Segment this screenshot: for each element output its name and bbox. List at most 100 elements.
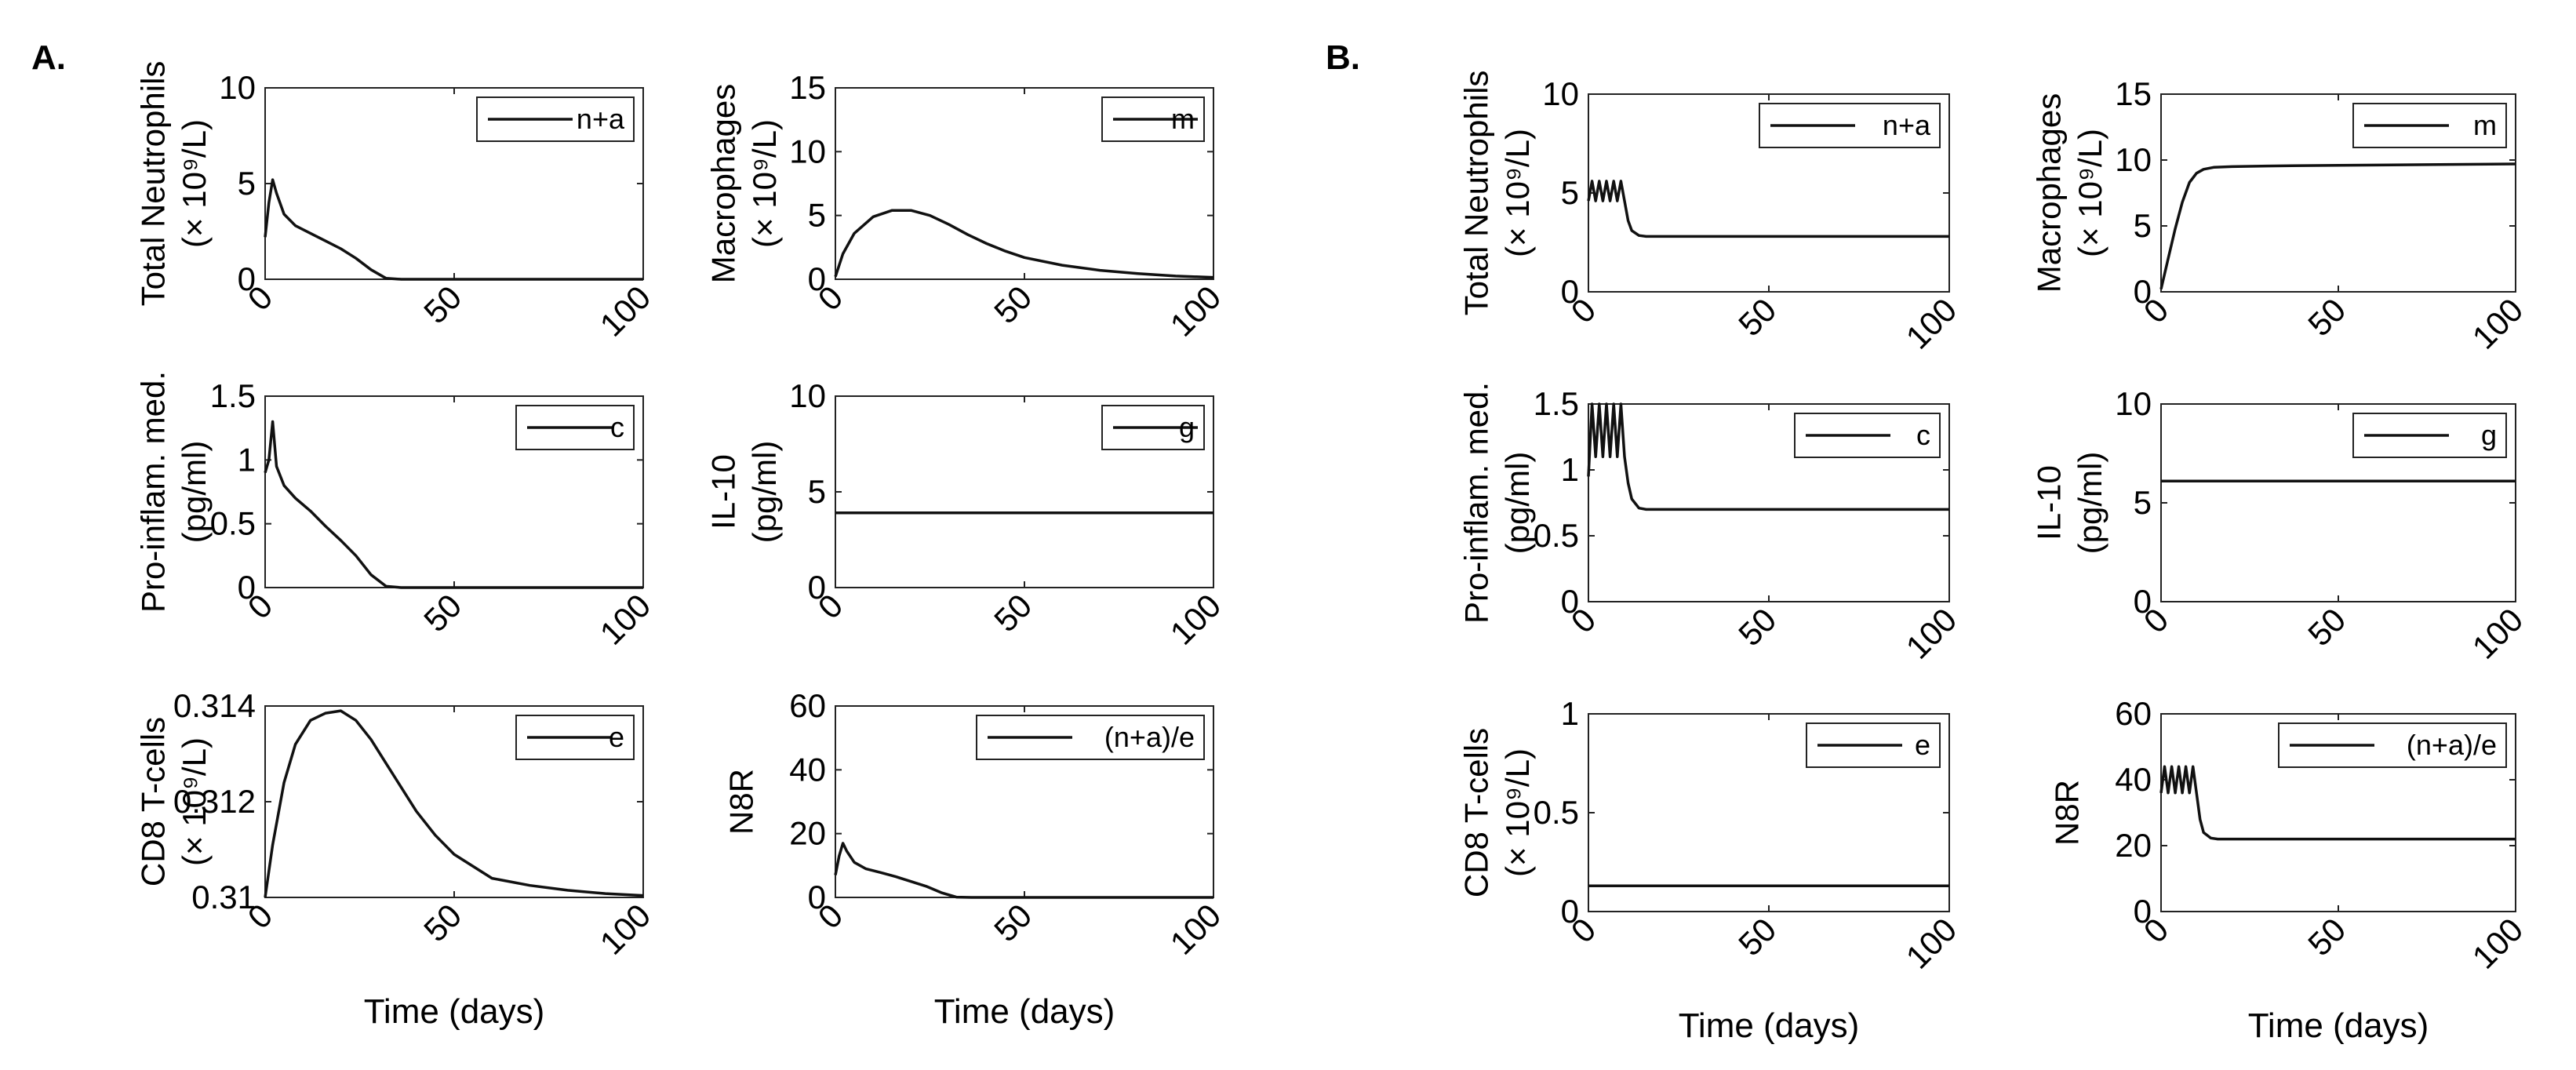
legend-label: n+a <box>577 103 625 135</box>
y-tick-label: 0 <box>808 879 826 915</box>
y-axis-label: Macrophages (× 10⁹/L) <box>705 84 784 283</box>
y-tick-label: 10 <box>2115 141 2152 178</box>
y-axis-label-units: (× 10⁹/L) <box>1499 748 1536 877</box>
y-tick-label: 0 <box>2134 273 2152 310</box>
y-axis-label-name: N8R <box>723 769 760 835</box>
x-tick-label: 50 <box>2301 601 2352 653</box>
x-tick-label: 50 <box>2301 911 2352 963</box>
y-tick-label: 5 <box>808 473 826 510</box>
legend-label: (n+a)/e <box>2407 729 2497 761</box>
y-axis-label-units: (pg/ml) <box>746 441 783 544</box>
y-tick-label: 0 <box>238 569 256 606</box>
y-tick-label: 20 <box>2115 827 2152 864</box>
x-axis-label: Time (days) <box>934 992 1115 1031</box>
y-axis-label-name: Total Neutrophils <box>135 61 172 307</box>
y-axis-label-name: CD8 T-cells <box>1458 728 1495 897</box>
x-tick-label: 100 <box>1899 291 1964 356</box>
y-tick-label: 5 <box>808 197 826 234</box>
legend: n+a <box>1759 103 1941 148</box>
series-line <box>1587 402 1949 511</box>
y-tick-label: 1.5 <box>210 377 256 414</box>
x-tick-label: 100 <box>593 587 658 652</box>
y-tick-label: 0 <box>1561 583 1579 620</box>
y-axis-label-units: (× 10⁹/L) <box>176 737 213 866</box>
x-tick-label: 100 <box>1163 278 1228 344</box>
y-tick-label: 60 <box>2115 695 2152 732</box>
y-axis-label-units: (× 10⁹/L) <box>2072 129 2108 257</box>
legend-label: e <box>609 721 624 753</box>
y-tick-label: 10 <box>1542 75 1579 112</box>
x-tick-label: 100 <box>2465 601 2531 666</box>
panel-label-b: B. <box>1326 38 1360 77</box>
series-line <box>264 420 643 589</box>
series-line <box>2159 765 2516 841</box>
y-axis-label-units: (pg/ml) <box>2072 452 2108 555</box>
y-tick-label: 0.31 <box>191 879 256 915</box>
x-tick-label: 50 <box>1731 291 1783 343</box>
series-line <box>264 709 644 898</box>
x-tick-label: 100 <box>1163 897 1228 962</box>
y-tick-label: 0.312 <box>173 783 256 820</box>
y-tick-label: 0.314 <box>173 687 256 724</box>
y-axis-label: IL-10 (pg/ml) <box>705 441 784 544</box>
x-tick-label: 100 <box>1899 601 1964 666</box>
legend: m <box>2352 103 2507 148</box>
x-tick-label: 100 <box>2465 911 2531 976</box>
legend: (n+a)/e <box>976 715 1205 760</box>
legend-label: m <box>2473 109 2497 141</box>
x-axis-label: Time (days) <box>1679 1006 1860 1045</box>
y-axis-label-name: N8R <box>2049 780 2086 846</box>
y-tick-label: 60 <box>789 687 826 724</box>
y-tick-label: 0 <box>2134 583 2152 620</box>
y-axis-label-units: (× 10⁹/L) <box>746 119 783 248</box>
y-axis-label-name: IL-10 <box>2031 465 2068 540</box>
panel-label-a: A. <box>31 38 66 77</box>
y-tick-label: 1 <box>1561 451 1579 488</box>
y-axis-label-units: (pg/ml) <box>1499 452 1536 555</box>
legend-label: e <box>1915 729 1930 761</box>
y-tick-label: 40 <box>2115 761 2152 798</box>
y-tick-label: 5 <box>238 165 256 202</box>
legend: e <box>1806 722 1941 768</box>
series-line <box>2159 162 2516 289</box>
x-tick-label: 100 <box>593 278 658 344</box>
y-axis-label-name: Macrophages <box>705 84 742 283</box>
y-tick-label: 10 <box>219 69 256 106</box>
legend-label: (n+a)/e <box>1104 721 1195 753</box>
legend: (n+a)/e <box>2278 722 2507 768</box>
y-axis-label-units: (× 10⁹/L) <box>1499 129 1536 257</box>
y-tick-label: 10 <box>789 377 826 414</box>
y-tick-label: 0 <box>2134 893 2152 930</box>
y-axis-label-name: Pro-inflam. med. <box>135 371 172 613</box>
y-axis-label-name: CD8 T-cells <box>135 717 172 886</box>
y-tick-label: 0 <box>808 260 826 297</box>
legend: g <box>2352 413 2507 458</box>
y-tick-label: 15 <box>2115 75 2152 112</box>
y-axis-label: CD8 T-cells (× 10⁹/L) <box>135 717 213 886</box>
y-axis-label: N8R <box>723 769 760 835</box>
x-tick-label: 50 <box>1731 601 1783 653</box>
y-axis-label-name: IL-10 <box>705 454 742 530</box>
y-tick-label: 15 <box>789 69 826 106</box>
y-axis-label: Pro-inflam. med. (pg/ml) <box>1458 382 1537 624</box>
x-tick-label: 50 <box>417 278 468 330</box>
x-tick-label: 100 <box>593 897 658 962</box>
x-tick-label: 50 <box>417 897 468 948</box>
y-axis-label: N8R <box>2049 780 2086 846</box>
y-tick-label: 0.5 <box>1534 517 1579 554</box>
y-tick-label: 10 <box>789 133 826 169</box>
y-tick-label: 5 <box>1561 174 1579 211</box>
legend-label: g <box>1179 411 1195 443</box>
y-axis-label-name: Macrophages <box>2031 93 2068 293</box>
y-tick-label: 0.5 <box>1534 794 1579 831</box>
y-tick-label: 5 <box>2134 484 2152 521</box>
